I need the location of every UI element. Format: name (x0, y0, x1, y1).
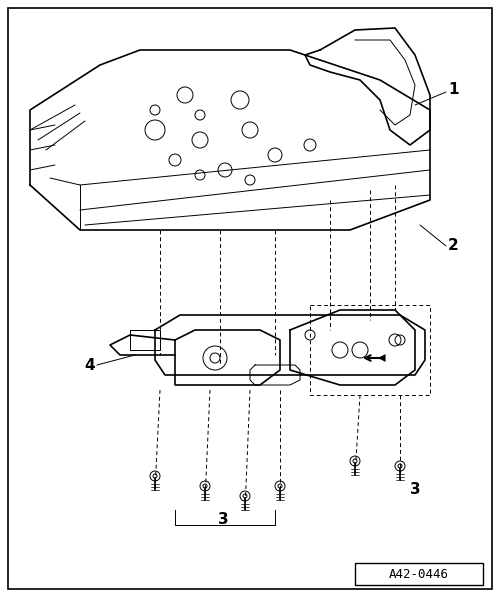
Text: 1: 1 (448, 82, 458, 97)
Text: 3: 3 (218, 512, 228, 528)
Text: 4: 4 (84, 358, 95, 373)
Text: A42-0446: A42-0446 (389, 568, 449, 580)
Text: 3: 3 (410, 482, 420, 497)
Text: 2: 2 (448, 238, 459, 253)
